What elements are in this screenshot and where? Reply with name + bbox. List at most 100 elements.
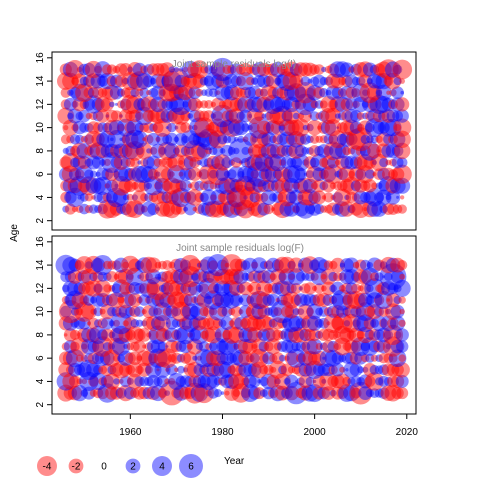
residual-point xyxy=(275,385,290,401)
residual-point xyxy=(279,354,286,362)
residual-point xyxy=(129,71,150,91)
residual-point xyxy=(200,256,218,274)
residual-point xyxy=(62,119,79,136)
residual-point xyxy=(279,124,286,131)
residual-point xyxy=(388,169,398,180)
y-tick-label: 8 xyxy=(35,332,46,338)
residual-point xyxy=(102,64,113,75)
residual-point xyxy=(190,272,199,281)
residual-point xyxy=(136,355,143,362)
residual-point xyxy=(171,318,181,328)
residual-point xyxy=(352,100,360,109)
residual-point xyxy=(161,156,173,169)
residual-point xyxy=(163,68,190,95)
residual-point xyxy=(92,271,104,283)
residual-point xyxy=(127,167,142,182)
residual-point xyxy=(260,143,277,159)
residual-point xyxy=(349,363,363,377)
residual-point xyxy=(173,66,180,73)
residual-point xyxy=(362,366,369,373)
residual-point xyxy=(396,340,409,353)
residual-point xyxy=(289,74,304,89)
residual-point xyxy=(333,325,352,344)
residual-point xyxy=(117,291,134,309)
residual-point xyxy=(102,192,112,202)
residual-point xyxy=(339,62,354,77)
residual-point xyxy=(166,364,178,376)
residual-point xyxy=(180,146,191,156)
residual-point xyxy=(277,64,288,75)
residual-point xyxy=(341,110,353,122)
residual-point xyxy=(366,135,374,144)
residual-point xyxy=(120,157,131,168)
residual-point xyxy=(357,366,365,374)
residual-point xyxy=(369,388,380,398)
residual-point xyxy=(253,75,266,88)
residual-point xyxy=(295,318,306,329)
residual-point xyxy=(84,255,103,275)
residual-point xyxy=(306,135,314,144)
residual-point xyxy=(70,337,89,356)
residual-point xyxy=(379,204,389,214)
residual-point xyxy=(355,168,367,180)
residual-point xyxy=(392,64,403,75)
residual-point xyxy=(153,158,163,167)
residual-point xyxy=(324,119,342,136)
residual-point xyxy=(134,376,145,387)
residual-point xyxy=(281,99,293,110)
residual-point xyxy=(118,378,124,384)
residual-point xyxy=(114,183,119,188)
residual-point xyxy=(189,117,210,138)
residual-point xyxy=(86,327,101,343)
residual-point xyxy=(103,349,121,367)
residual-point xyxy=(379,157,389,168)
residual-point xyxy=(153,118,172,137)
residual-point xyxy=(62,178,79,194)
residual-point xyxy=(204,200,222,218)
residual-point xyxy=(60,191,72,203)
residual-point xyxy=(192,316,207,331)
residual-point xyxy=(305,376,315,386)
residual-point xyxy=(133,98,146,111)
residual-point xyxy=(381,363,395,377)
residual-point xyxy=(244,86,256,99)
residual-point xyxy=(314,318,324,328)
residual-point xyxy=(164,378,171,385)
residual-point xyxy=(320,268,337,285)
residual-point xyxy=(274,96,291,113)
residual-point xyxy=(145,257,162,273)
residual-point xyxy=(386,109,400,123)
residual-point xyxy=(388,134,398,145)
residual-point xyxy=(266,144,280,158)
residual-point xyxy=(305,384,324,403)
residual-point xyxy=(312,190,327,205)
residual-point xyxy=(179,191,192,204)
residual-point xyxy=(72,97,87,112)
residual-point xyxy=(391,374,405,388)
residual-point xyxy=(238,332,244,338)
residual-point xyxy=(191,269,207,285)
residual-point xyxy=(213,272,223,282)
residual-point xyxy=(105,179,119,192)
residual-point xyxy=(296,377,305,386)
residual-point xyxy=(147,168,159,180)
residual-point xyxy=(184,191,197,204)
residual-point xyxy=(370,153,388,172)
residual-point xyxy=(109,101,115,108)
residual-point xyxy=(218,319,227,328)
residual-point xyxy=(71,124,79,132)
residual-point xyxy=(271,207,276,212)
residual-point xyxy=(294,93,317,116)
residual-point xyxy=(125,95,145,114)
residual-point xyxy=(216,202,229,216)
residual-point xyxy=(125,141,145,161)
residual-point xyxy=(264,165,282,183)
residual-point xyxy=(250,130,269,149)
residual-point xyxy=(134,283,145,294)
residual-point xyxy=(367,108,382,124)
residual-point xyxy=(175,203,187,215)
residual-point xyxy=(241,377,250,386)
residual-point xyxy=(353,155,368,170)
residual-point xyxy=(170,203,183,215)
